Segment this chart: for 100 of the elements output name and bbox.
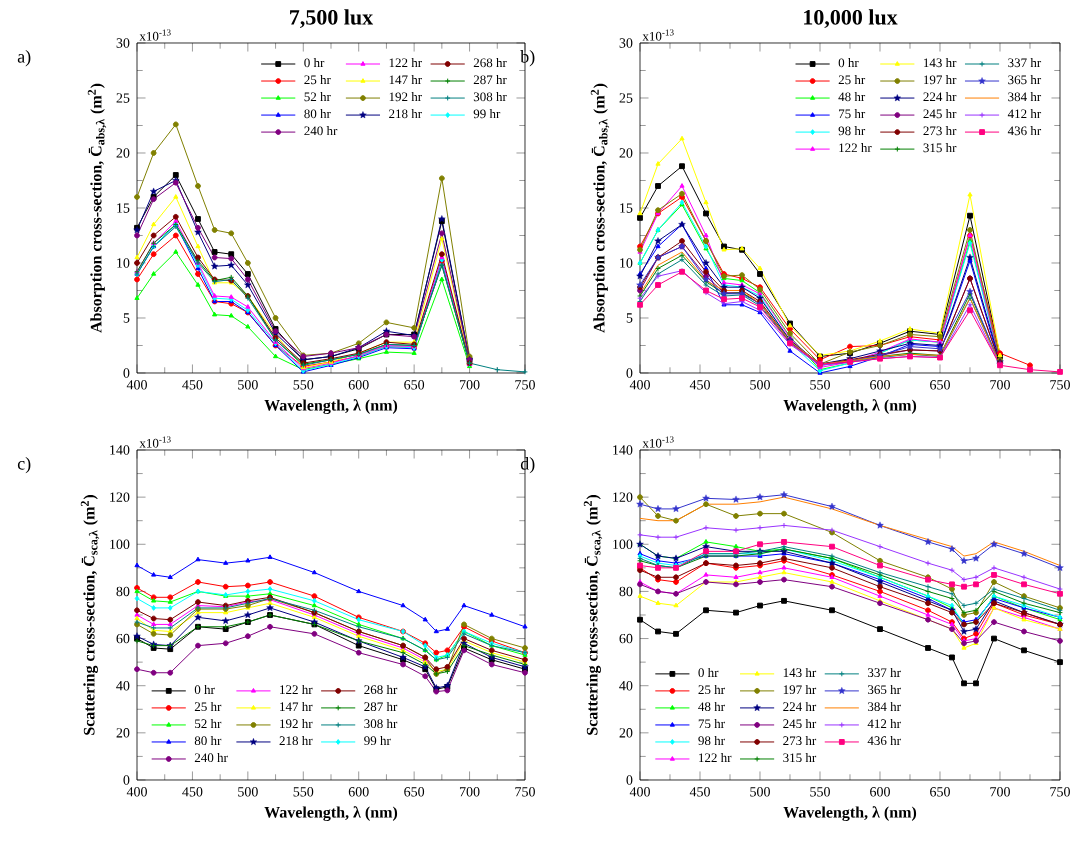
x-axis-title: Wavelength, λ (nm) (783, 399, 917, 415)
x-tick-label: 500 (750, 380, 770, 390)
legend-label: 52 hr (304, 92, 331, 102)
text: a) (17, 50, 31, 67)
y-tick-label: 100 (110, 539, 130, 549)
y-tick-label: 60 (619, 633, 633, 644)
legend-label: 122 hr (389, 58, 422, 68)
x-axis-title: Wavelength, λ (nm) (264, 806, 398, 822)
annotation: d) (520, 457, 535, 474)
x-tick-label: 400 (126, 787, 147, 797)
text: x10$^{-13}$ (642, 436, 674, 448)
y-axis-title: Absorption cross-section, C̄$_{abs,λ}$ (m$^{2}$) (590, 83, 610, 333)
y-tick-label: 120 (613, 492, 633, 502)
legend-label: 0 hr (194, 684, 215, 695)
x-axis-title: Wavelength, λ (nm) (783, 806, 917, 822)
chart-title: 10,000 lux (804, 9, 898, 28)
x-tick-label: 600 (870, 787, 890, 797)
legend-label: 98 hr (698, 735, 725, 746)
text: x10$^{-13}$ (139, 436, 171, 448)
text: c) (17, 457, 31, 474)
legend-label: 75 hr (839, 109, 866, 119)
legend-label: 48 hr (698, 701, 725, 712)
legend-label: 245 hr (923, 109, 957, 119)
y-tick-label: 30 (619, 38, 633, 48)
legend-label: 384 hr (868, 701, 901, 712)
x-tick-label: 500 (238, 380, 258, 390)
x-tick-label: 450 (689, 787, 710, 797)
legend-label: 75 hr (698, 718, 725, 729)
legend-label: 365 hr (868, 684, 901, 695)
x-tick-label: 700 (990, 380, 1010, 390)
y-tick-label: 60 (116, 633, 130, 644)
legend-label: 218 hr (389, 109, 422, 119)
y-tick-label: 80 (619, 586, 633, 597)
y-tick-label: 25 (116, 93, 130, 103)
y-tick-label: 140 (110, 445, 130, 455)
legend-label: 192 hr (389, 92, 422, 102)
legend-label: 143 hr (783, 667, 817, 678)
legend-label: 0 hr (304, 58, 325, 68)
x-tick-label: 400 (629, 380, 650, 390)
x-tick-label: 500 (750, 787, 770, 797)
legend-label: 287 hr (473, 75, 507, 85)
legend-label: 98 hr (838, 126, 866, 136)
x-tick-label: 600 (348, 380, 369, 390)
legend-label: 268 hr (364, 684, 398, 695)
x-tick-label: 750 (515, 787, 535, 797)
annotation: b) (520, 50, 535, 67)
y-tick-label: 0 (123, 368, 130, 378)
legend-label: 25 hr (194, 701, 222, 712)
x-tick-label: 650 (404, 380, 425, 390)
legend-label: 268 hr (473, 58, 507, 68)
x-tick-label: 750 (1050, 787, 1070, 797)
legend-label: 315 hr (783, 752, 817, 763)
x-tick-label: 450 (182, 380, 203, 390)
legend-label: 122 hr (839, 143, 872, 153)
chart-title: 7,500 lux (290, 9, 374, 28)
x-tick-label: 600 (870, 380, 890, 390)
y-tick-label: 40 (116, 680, 130, 691)
legend-label: 122 hr (280, 684, 313, 694)
x-tick-label: 750 (515, 380, 535, 390)
x-tick-label: 400 (629, 787, 650, 797)
legend-label: 224 hr (783, 701, 817, 711)
legend-label: 0 hr (698, 667, 719, 678)
legend-label: 315 hr (923, 143, 957, 153)
legend-label: 197 hr (783, 684, 817, 695)
y-tick-label: 5 (626, 313, 633, 323)
x-tick-label: 650 (930, 787, 950, 797)
legend-label: 384 hr (1008, 92, 1042, 102)
legend-label: 337 hr (1008, 58, 1042, 68)
legend-label: 365 hr (1008, 75, 1042, 85)
y-tick-label: 20 (619, 148, 633, 158)
legend-label: 192 hr (280, 718, 313, 729)
legend-label: 287 hr (364, 701, 398, 712)
x-tick-label: 700 (990, 787, 1010, 797)
x-tick-label: 550 (810, 787, 830, 797)
y-tick-label: 100 (613, 539, 633, 549)
y-tick-label: 20 (116, 148, 130, 158)
y-tick-label: 5 (123, 313, 130, 323)
y-axis-title: Scattering cross-section, C̄$_{sca,λ}$ (m$^{2}$) (583, 494, 603, 735)
legend-label: 337 hr (868, 667, 901, 678)
legend-label: 122 hr (699, 752, 732, 762)
x-tick-label: 700 (459, 380, 480, 390)
x-tick-label: 550 (293, 787, 314, 797)
legend-label: 99 hr (364, 735, 391, 746)
legend-label: 308 hr (473, 92, 507, 102)
legend-label: 80 hr (304, 109, 331, 119)
x-tick-label: 700 (459, 787, 480, 797)
x-tick-label: 450 (689, 380, 710, 390)
legend-label: 273 hr (783, 735, 817, 746)
y-axis-title: Absorption cross-section, C̄$_{abs,λ}$ (m$^{2}$) (87, 83, 107, 333)
y-tick-label: 140 (613, 445, 633, 455)
y-tick-label: 80 (116, 586, 130, 597)
legend-label: 48 hr (838, 92, 866, 102)
y-tick-label: 0 (123, 775, 130, 785)
y-tick-label: 20 (619, 728, 633, 738)
y-tick-label: 10 (117, 258, 130, 268)
text: x10$^{-13}$ (139, 29, 171, 41)
x-tick-label: 400 (126, 380, 147, 390)
legend-label: 52 hr (195, 718, 222, 729)
y-tick-label: 15 (117, 203, 130, 213)
legend-label: 240 hr (304, 126, 338, 136)
